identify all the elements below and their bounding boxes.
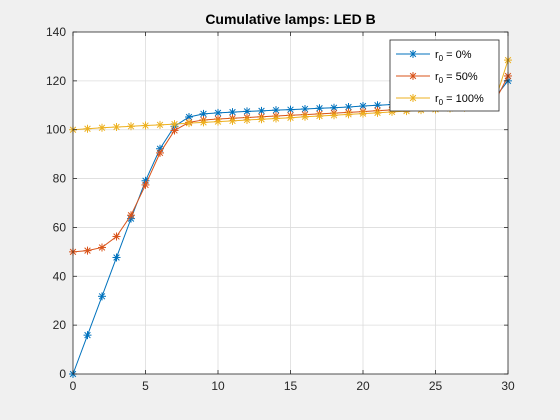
data-point: [127, 211, 135, 220]
data-point: [228, 116, 237, 125]
data-point: [272, 106, 280, 115]
legend-label-rest: = 0%: [443, 49, 472, 61]
data-point: [199, 118, 208, 127]
data-point: [83, 246, 92, 255]
x-tick-label: 20: [356, 379, 370, 393]
data-point: [98, 292, 106, 301]
legend-label-sub: 0: [439, 76, 444, 85]
y-tick-label: 40: [53, 269, 67, 283]
y-tick-label: 60: [53, 220, 67, 234]
legend-marker: [409, 72, 417, 80]
legend-label-base: r: [435, 49, 439, 61]
data-point: [301, 112, 309, 121]
data-point: [141, 180, 150, 189]
legend-marker: [409, 50, 417, 58]
legend-label-sub: 0: [439, 98, 444, 107]
data-point: [344, 110, 353, 119]
y-tick-label: 120: [46, 74, 66, 88]
x-tick-label: 15: [284, 379, 298, 393]
legend-label-base: r: [435, 71, 439, 83]
data-point: [98, 123, 106, 132]
data-point: [156, 148, 164, 157]
x-tick-label: 0: [70, 379, 77, 393]
data-point: [141, 121, 150, 130]
x-tick-label: 30: [501, 379, 515, 393]
y-tick-label: 0: [59, 367, 66, 381]
legend-label-base: r: [435, 93, 439, 105]
x-tick-label: 10: [211, 379, 225, 393]
data-point: [170, 120, 179, 129]
legend-marker: [409, 94, 417, 102]
legend-item: r0 = 100%: [396, 93, 484, 107]
legend-item: r0 = 50%: [396, 71, 478, 85]
legend-label-rest: = 50%: [443, 71, 478, 83]
data-point: [272, 114, 280, 123]
data-point: [98, 243, 106, 252]
data-point: [330, 111, 338, 120]
data-point: [185, 113, 193, 122]
data-point: [83, 124, 92, 133]
data-point: [243, 115, 251, 124]
data-point: [112, 232, 121, 241]
data-point: [373, 101, 382, 110]
data-point: [257, 115, 266, 124]
legend-item: r0 = 0%: [396, 49, 472, 63]
legend-label: r0 = 0%: [435, 49, 472, 63]
x-tick-label: 5: [142, 379, 149, 393]
legend-label-sub: 0: [439, 54, 444, 63]
data-point: [156, 120, 164, 129]
legend: r0 = 0%r0 = 50%r0 = 100%: [389, 39, 500, 112]
data-point: [315, 112, 324, 121]
data-point: [83, 331, 92, 340]
data-point: [112, 123, 121, 132]
y-tick-label: 140: [46, 25, 66, 39]
y-tick-label: 100: [46, 123, 66, 137]
data-point: [359, 109, 367, 118]
data-point: [373, 108, 382, 117]
data-point: [214, 117, 222, 126]
legend-label: r0 = 100%: [435, 93, 484, 107]
data-point: [199, 109, 208, 118]
chart-title: Cumulative lamps: LED B: [205, 11, 375, 27]
data-point: [112, 253, 121, 262]
legend-label-rest: = 100%: [443, 93, 484, 105]
legend-label: r0 = 50%: [435, 71, 478, 85]
axis-ticks: 0 5 10 15 20 25 30 0 20 40 60 80 100 120 140: [46, 25, 515, 393]
x-tick-label: 25: [429, 379, 443, 393]
y-tick-label: 80: [53, 172, 67, 186]
data-point: [127, 122, 135, 131]
data-point: [286, 113, 295, 122]
y-tick-label: 20: [53, 318, 67, 332]
data-point: [185, 119, 193, 128]
